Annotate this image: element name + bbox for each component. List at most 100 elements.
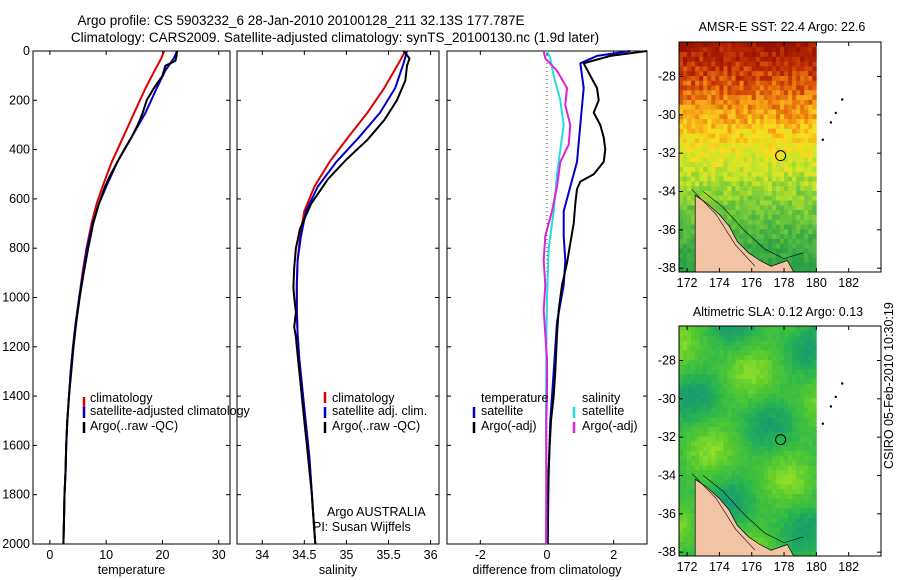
sla-cell bbox=[796, 445, 801, 451]
sla-cell bbox=[788, 378, 793, 384]
sla-cell bbox=[771, 503, 777, 509]
sla-cell bbox=[683, 517, 688, 523]
sst-cell bbox=[804, 209, 809, 215]
sst-cell bbox=[719, 157, 724, 163]
sst-cell bbox=[759, 123, 765, 129]
sst-cell bbox=[796, 75, 801, 81]
sst-cell bbox=[735, 161, 740, 167]
sla-cell bbox=[767, 330, 773, 336]
sst-cell bbox=[804, 113, 809, 120]
sla-cell bbox=[784, 445, 789, 451]
sla-cell bbox=[771, 340, 777, 346]
sst-cell bbox=[711, 176, 716, 182]
x-tick-label: 180 bbox=[806, 560, 827, 574]
sla-cell bbox=[796, 484, 801, 490]
sst-cell bbox=[707, 66, 712, 72]
sst-cell bbox=[699, 123, 704, 129]
sla-cell bbox=[788, 488, 793, 495]
sst-cell bbox=[780, 185, 785, 191]
sst-cell bbox=[695, 118, 700, 124]
sla-cell bbox=[751, 412, 757, 418]
sst-cell bbox=[731, 195, 736, 201]
sla-cell bbox=[788, 469, 793, 475]
sst-cell bbox=[808, 171, 813, 177]
sst-cell bbox=[804, 133, 809, 139]
sst-cell bbox=[800, 137, 805, 143]
sla-cell bbox=[691, 474, 696, 480]
sst-cell bbox=[747, 214, 753, 220]
sla-cell bbox=[683, 402, 688, 408]
sla-cell bbox=[679, 498, 684, 504]
sst-cell bbox=[687, 61, 692, 67]
sla-cell bbox=[731, 407, 736, 413]
sst-cell bbox=[703, 94, 708, 100]
sla-cell bbox=[731, 383, 736, 389]
sst-cell bbox=[723, 137, 728, 143]
sst-cell bbox=[711, 204, 716, 211]
sst-cell bbox=[683, 166, 688, 172]
sst-cell bbox=[792, 209, 797, 215]
sst-cell bbox=[747, 66, 753, 72]
sst-cell bbox=[687, 128, 692, 134]
sst-cell bbox=[699, 113, 704, 120]
sla-cell bbox=[723, 412, 728, 418]
sst-cell bbox=[776, 243, 781, 249]
sst-cell bbox=[751, 204, 757, 211]
sst-island-dot bbox=[834, 111, 837, 115]
sla-cell bbox=[731, 488, 736, 495]
sla-cell bbox=[767, 421, 773, 427]
sla-cell bbox=[788, 397, 793, 404]
sst-cell bbox=[747, 61, 753, 67]
sst-cell bbox=[747, 94, 753, 100]
sst-cell bbox=[780, 42, 785, 48]
sla-cell bbox=[699, 479, 704, 485]
sst-cell bbox=[759, 104, 765, 110]
sst-cell bbox=[751, 233, 757, 239]
sla-cell bbox=[788, 417, 793, 423]
sst-cell bbox=[687, 224, 692, 230]
sst-cell bbox=[788, 104, 793, 110]
sst-cell bbox=[679, 75, 684, 81]
sla-cell bbox=[747, 512, 753, 519]
sla-cell bbox=[703, 364, 708, 370]
sst-cell bbox=[691, 185, 696, 191]
sst-cell bbox=[683, 238, 688, 244]
sla-cell bbox=[767, 335, 773, 341]
sst-cell bbox=[763, 166, 769, 172]
sst-cell bbox=[695, 176, 700, 182]
sst-cell bbox=[804, 89, 809, 96]
sst-cell bbox=[703, 128, 708, 134]
sst-cell bbox=[788, 219, 793, 225]
sst-cell bbox=[739, 94, 744, 100]
sst-cell bbox=[767, 70, 773, 76]
sst-cell bbox=[776, 209, 781, 215]
sst-cell bbox=[707, 128, 712, 134]
sla-cell bbox=[715, 383, 720, 389]
sla-cell bbox=[808, 426, 813, 432]
sst-cell bbox=[747, 128, 753, 134]
sla-cell bbox=[751, 484, 757, 490]
sst-cell bbox=[719, 99, 724, 105]
sla-cell bbox=[784, 326, 789, 332]
sst-cell bbox=[715, 56, 720, 62]
sla-cell bbox=[788, 541, 793, 547]
sla-cell bbox=[731, 426, 736, 432]
sst-cell bbox=[731, 204, 736, 211]
sla-cell bbox=[747, 354, 753, 360]
sst-cell bbox=[711, 195, 716, 201]
sst-cell bbox=[751, 209, 757, 215]
sla-cell bbox=[812, 465, 817, 471]
sst-cell bbox=[703, 142, 708, 148]
sla-cell bbox=[771, 412, 777, 418]
sla-cell bbox=[739, 488, 744, 495]
sla-cell bbox=[780, 354, 785, 360]
sla-cell bbox=[812, 402, 817, 408]
sla-cell bbox=[763, 460, 769, 466]
sst-cell bbox=[767, 262, 773, 268]
sla-cell bbox=[731, 512, 736, 519]
sst-cell bbox=[784, 142, 789, 148]
sla-cell bbox=[771, 426, 777, 432]
sla-cell bbox=[731, 503, 736, 509]
sst-cell bbox=[719, 209, 724, 215]
sla-cell bbox=[703, 455, 708, 461]
